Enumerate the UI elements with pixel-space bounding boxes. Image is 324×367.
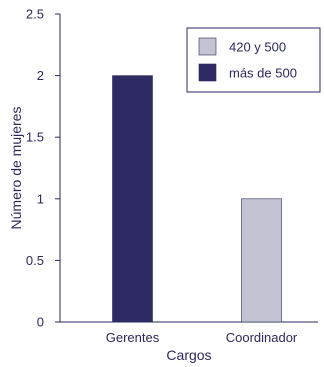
y-tick-label: 1 (37, 191, 44, 206)
x-tick-label: Coordinador (226, 330, 298, 345)
y-tick-label: 2.5 (26, 7, 44, 22)
bars (112, 75, 282, 323)
legend-label: 420 y 500 (229, 40, 286, 55)
x-ticks: Gerentes Coordinador (106, 330, 298, 345)
y-tick-label: 1.5 (26, 130, 44, 145)
legend-label: más de 500 (229, 66, 297, 81)
bar-coordinador-series-0 (241, 198, 282, 323)
y-tick-label: 0.5 (26, 253, 44, 268)
y-ticks: 0 0.5 1 1.5 2 2.5 (26, 7, 60, 330)
y-axis-title: Número de mujeres (8, 107, 24, 230)
y-tick-label: 2 (37, 68, 44, 83)
legend-box (186, 27, 321, 93)
x-axis-title: Cargos (166, 347, 211, 363)
y-tick-label: 0 (37, 315, 44, 330)
legend-swatch (198, 63, 217, 82)
legend-swatch (198, 37, 217, 56)
legend: 420 y 500 más de 500 (186, 27, 321, 93)
x-tick-label: Gerentes (106, 330, 160, 345)
bar-gerentes-series-1 (112, 75, 153, 323)
